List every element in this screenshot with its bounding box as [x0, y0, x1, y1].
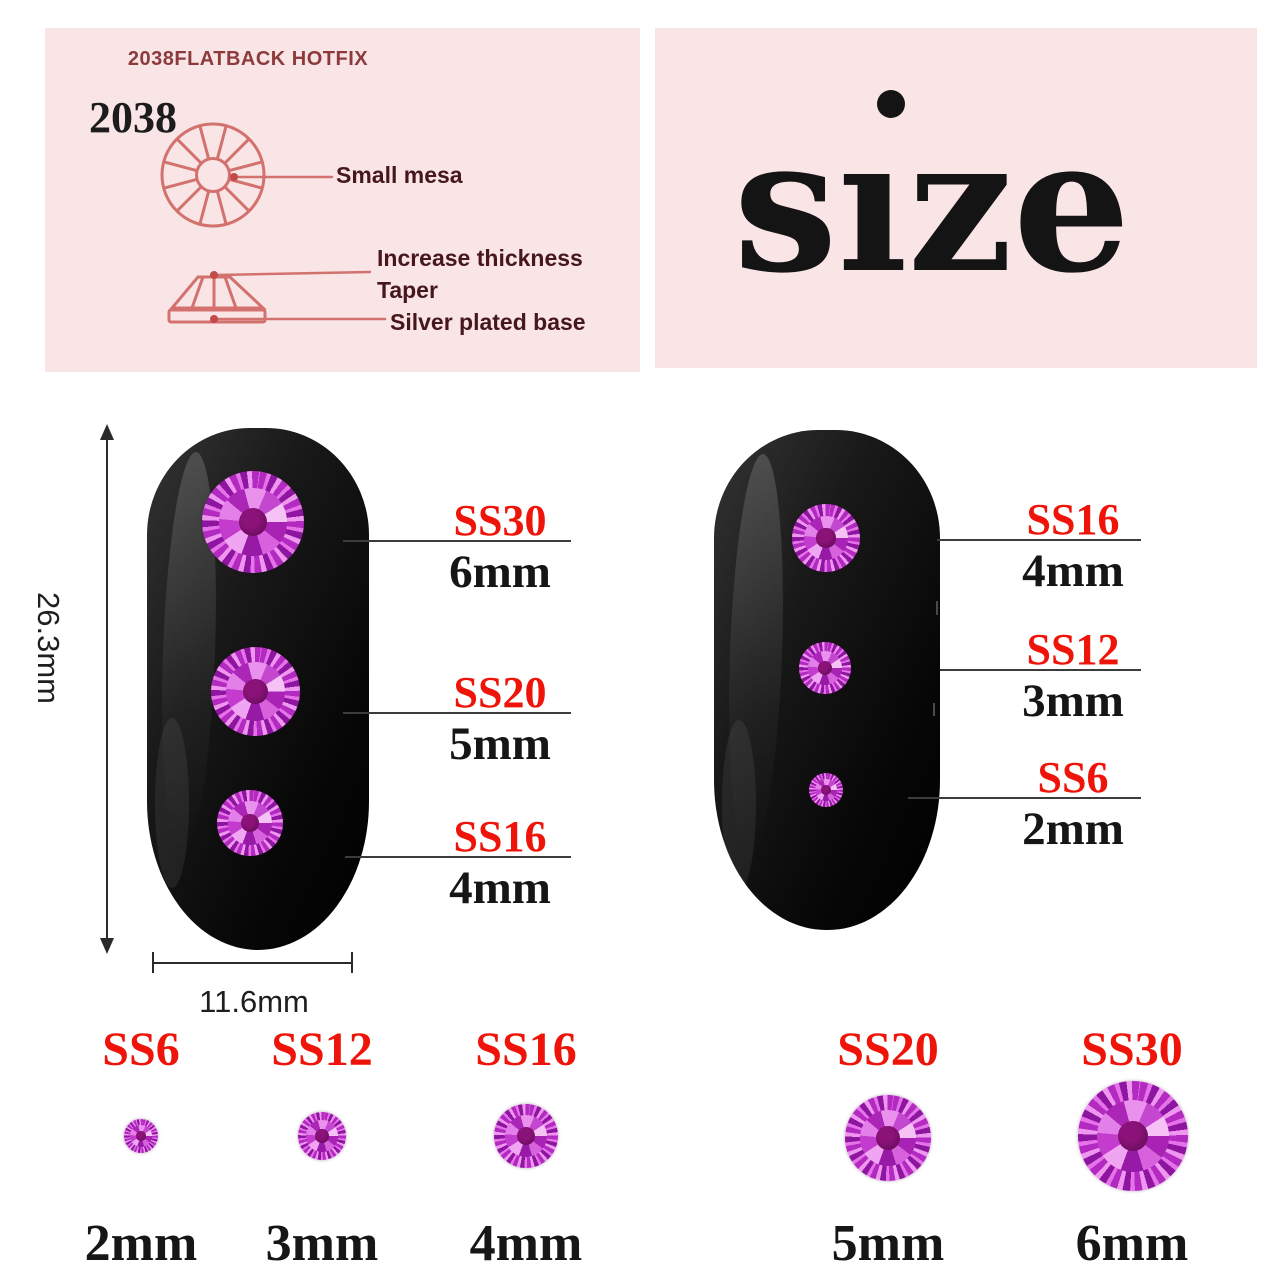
callout-4mm: 4mm [449, 862, 551, 914]
row-label-5mm: 5mm [831, 1215, 945, 1272]
row-label-ss12: SS12 [271, 1023, 373, 1076]
size-title-i-dot [877, 90, 905, 118]
top-view-table [195, 157, 231, 193]
label-increase-thickness: Increase thickness [377, 245, 583, 271]
callout-6mm: 6mm [449, 546, 551, 598]
callout-line-ss20 [343, 712, 571, 714]
callout-line-ss16 [345, 856, 571, 858]
callout-line-ss30 [343, 540, 571, 542]
callout-ss16-r: SS16 [1026, 495, 1120, 544]
size-panel-title: sıze [733, 96, 1131, 314]
rhinestone-ss20 [211, 647, 300, 736]
height-dimension-line [106, 430, 108, 948]
top-view-outline [160, 122, 266, 228]
row-label-ss16: SS16 [475, 1023, 577, 1076]
rhinestone-cut-diagram [160, 122, 387, 324]
spec-heading: 2038FLATBACK HOTFIX [127, 48, 369, 70]
label-taper: Taper [377, 277, 438, 303]
size-panel: sıze [655, 28, 1257, 368]
row-rhinestone-ss30 [1078, 1081, 1188, 1191]
callout-ss20: SS20 [453, 668, 547, 717]
nail-left [147, 428, 369, 950]
callout-ss30: SS30 [453, 496, 547, 545]
callout-line-ss16-r [937, 539, 1141, 541]
rhinestone-ss16 [217, 790, 283, 856]
row-rhinestone-ss16 [494, 1104, 558, 1168]
callout-5mm: 5mm [449, 718, 551, 770]
spec-model-number: 2038 [89, 93, 177, 142]
nail-gloss-highlight-2 [722, 720, 756, 890]
row-rhinestone-ss20 [845, 1095, 931, 1181]
row-label-2mm: 2mm [84, 1215, 198, 1272]
rhinestone-ss16 [792, 504, 860, 572]
nail-height-value: 26.3mm [31, 592, 66, 704]
edge-tick-1 [936, 601, 938, 615]
rhinestone-ss12 [799, 642, 851, 694]
width-dimension-tick-right [351, 952, 353, 973]
base-dot [210, 315, 218, 323]
row-label-ss20: SS20 [837, 1023, 939, 1076]
callout-line-ss12-r [940, 669, 1141, 671]
callout-4mm-r: 4mm [1022, 545, 1124, 597]
row-label-3mm: 3mm [265, 1215, 379, 1272]
side-view-outline [168, 275, 267, 310]
row-label-ss6: SS6 [102, 1023, 180, 1076]
dimension-arrow-up [100, 424, 114, 440]
dimension-arrow-down [100, 938, 114, 954]
row-label-4mm: 4mm [469, 1215, 583, 1272]
rhinestone-ss30 [202, 471, 304, 573]
callout-3mm-r: 3mm [1022, 675, 1124, 727]
row-rhinestone-ss12 [298, 1112, 346, 1160]
rhinestone-ss6 [809, 773, 843, 807]
nail-right [714, 430, 940, 930]
nail-gloss-highlight-2 [155, 718, 189, 888]
row-rhinestone-ss6 [124, 1119, 158, 1153]
label-silver-plated-base: Silver plated base [390, 309, 586, 335]
callout-ss12-r: SS12 [1026, 625, 1120, 674]
row-label-ss30: SS30 [1081, 1023, 1183, 1076]
width-dimension-line [153, 962, 353, 964]
spec-panel: 2038FLATBACK HOTFIX 2038 [45, 28, 640, 372]
edge-tick-2 [933, 703, 935, 716]
row-label-6mm: 6mm [1075, 1215, 1189, 1272]
callout-ss6-r: SS6 [1037, 753, 1109, 802]
width-dimension-tick-left [152, 952, 154, 973]
callout-2mm-r: 2mm [1022, 803, 1124, 855]
label-small-mesa: Small mesa [336, 162, 463, 188]
nail-width-value: 11.6mm [199, 984, 309, 1019]
callout-ss16: SS16 [453, 812, 547, 861]
callout-line-ss6-r [908, 797, 1141, 799]
side-view-base [167, 308, 267, 324]
thickness-dot [210, 271, 218, 279]
mesa-dot [230, 173, 238, 181]
